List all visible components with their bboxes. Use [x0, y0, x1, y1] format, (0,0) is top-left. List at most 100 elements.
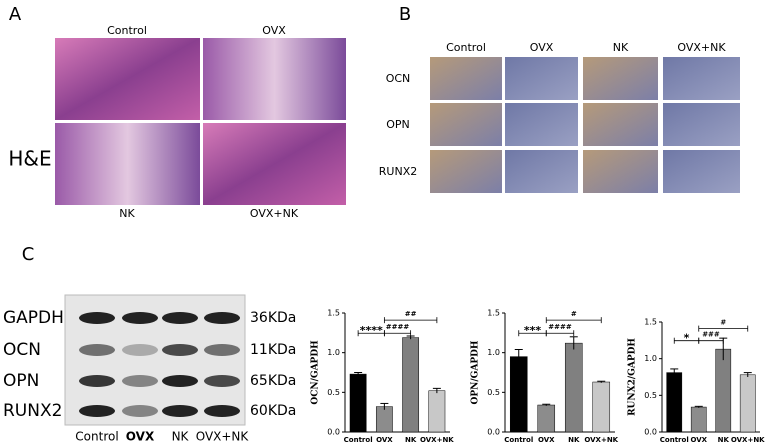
lane-label: OVX	[126, 430, 155, 444]
protein-label: OCN	[3, 340, 41, 360]
ihc-image	[505, 103, 578, 146]
panel-label: B	[399, 4, 411, 25]
blot-band	[204, 344, 240, 356]
he-group-label: Control	[107, 24, 147, 37]
x-tick-label: OVX	[538, 436, 555, 444]
ihc-image	[583, 57, 658, 100]
lane-label: OVX+NK	[196, 430, 250, 444]
blot-band	[79, 375, 115, 387]
he-image	[203, 38, 346, 120]
x-tick-label: OVX	[690, 436, 707, 444]
blot-band	[162, 344, 198, 356]
blot-band	[204, 375, 240, 387]
bar	[690, 406, 707, 433]
protein-label: OPN	[3, 371, 39, 391]
y-tick-label: 0.0	[644, 428, 657, 437]
bar	[402, 337, 420, 433]
lane-label: Control	[75, 430, 118, 444]
ihc-image	[430, 57, 502, 100]
x-tick-label: Control	[344, 436, 373, 444]
bar	[564, 342, 583, 433]
ihc-row-label: OPN	[386, 118, 410, 131]
ihc-image	[663, 103, 740, 146]
ihc-column-label: OVX+NK	[677, 41, 726, 54]
significance-label: ****	[360, 324, 383, 337]
blot-band	[79, 405, 115, 417]
lane-label: NK	[172, 430, 190, 444]
y-axis-label: OPN/GAPDH	[471, 340, 481, 404]
ihc-row-label: RUNX2	[379, 165, 417, 178]
kda-label: 60KDa	[250, 403, 296, 419]
bar	[537, 404, 556, 433]
ihc-row-label: OCN	[386, 72, 411, 85]
significance-label: ***	[524, 324, 542, 337]
ihc-image	[663, 150, 740, 193]
panel-label: A	[9, 4, 22, 25]
protein-label: GAPDH	[3, 308, 64, 328]
significance-label: ####	[386, 323, 410, 331]
blot-band	[162, 405, 198, 417]
significance-label: ####	[548, 323, 572, 331]
significance-label: ###	[702, 331, 720, 339]
x-tick-label: NK	[718, 436, 730, 444]
significance-label: #	[720, 319, 726, 327]
blot-band	[79, 344, 115, 356]
blot-band	[204, 405, 240, 417]
ihc-image	[505, 150, 578, 193]
y-tick-label: 0.0	[327, 428, 340, 437]
ihc-image	[505, 57, 578, 100]
x-tick-label: OVX+NK	[420, 436, 454, 444]
bar	[715, 348, 732, 433]
y-tick-label: 1.5	[327, 309, 340, 318]
ihc-image	[430, 103, 502, 146]
he-image	[55, 38, 200, 120]
x-tick-label: Control	[504, 436, 533, 444]
y-tick-label: 1.0	[487, 348, 500, 357]
ihc-image	[583, 150, 658, 193]
he-label: H&E	[8, 147, 51, 171]
ihc-column-label: NK	[613, 41, 629, 54]
bar	[666, 372, 683, 433]
x-tick-label: OVX+NK	[731, 436, 765, 444]
y-tick-label: 0.5	[644, 391, 657, 400]
bar	[349, 373, 367, 433]
y-tick-label: 1.0	[327, 348, 340, 357]
y-tick-label: 1.5	[487, 309, 500, 318]
he-image	[55, 123, 200, 205]
significance-label: #	[571, 310, 577, 318]
blot-band	[204, 312, 240, 324]
significance-label: *	[684, 332, 690, 345]
bar	[739, 374, 756, 433]
x-tick-label: NK	[405, 436, 417, 444]
blot-band	[162, 375, 198, 387]
blot-band	[122, 344, 158, 356]
blot-band	[79, 312, 115, 324]
he-group-label: OVX	[262, 24, 286, 37]
x-tick-label: Control	[660, 436, 689, 444]
bar	[509, 356, 528, 433]
kda-label: 11KDa	[250, 342, 296, 358]
y-tick-label: 0.0	[487, 428, 500, 437]
ihc-image	[663, 57, 740, 100]
blot-band	[122, 312, 158, 324]
significance-label: ##	[405, 310, 417, 318]
he-image	[203, 123, 346, 205]
blot-band	[162, 312, 198, 324]
ihc-image	[583, 103, 658, 146]
x-tick-label: OVX+NK	[584, 436, 618, 444]
y-axis-label: RUNX2/GAPDH	[628, 338, 638, 416]
protein-label: RUNX2	[3, 401, 62, 421]
he-group-label: NK	[119, 207, 135, 220]
ihc-column-label: OVX	[530, 41, 554, 54]
bar	[592, 381, 611, 433]
kda-label: 36KDa	[250, 310, 296, 326]
x-tick-label: OVX	[376, 436, 393, 444]
bar	[428, 390, 446, 433]
y-axis-label: OCN/GAPDH	[311, 340, 321, 405]
panel-label: C	[22, 244, 35, 265]
blot-band	[122, 405, 158, 417]
y-tick-label: 0.5	[327, 388, 340, 397]
y-tick-label: 1.5	[644, 318, 657, 327]
x-tick-label: NK	[568, 436, 580, 444]
